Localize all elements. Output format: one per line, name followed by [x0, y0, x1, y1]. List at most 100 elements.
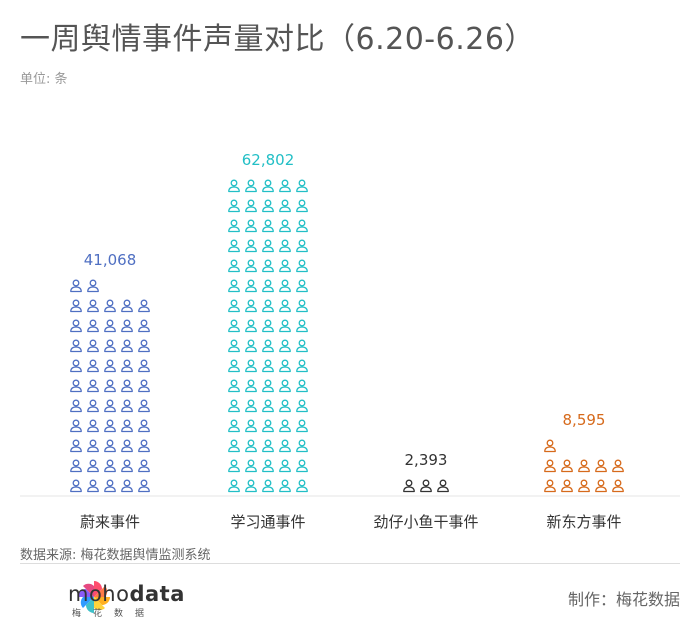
person-icon — [262, 319, 274, 333]
person-icon — [87, 339, 99, 353]
unit-label: 单位: 条 — [20, 72, 68, 87]
footer-divider — [20, 563, 680, 564]
data-source: 数据来源: 梅花数据舆情监测系统 — [20, 548, 211, 563]
person-icon — [228, 299, 240, 313]
person-icon — [138, 319, 150, 333]
person-icon — [279, 239, 291, 253]
person-icon — [612, 459, 624, 473]
value-label-2: 62,802 — [242, 151, 295, 169]
bar-2 — [228, 179, 308, 493]
person-icon — [70, 339, 82, 353]
person-icon — [228, 179, 240, 193]
person-icon — [262, 419, 274, 433]
person-icon — [296, 399, 308, 413]
person-icon — [70, 359, 82, 373]
person-icon — [296, 319, 308, 333]
person-icon — [279, 479, 291, 493]
person-icon — [279, 359, 291, 373]
person-icon — [279, 299, 291, 313]
person-icon — [228, 379, 240, 393]
person-icon — [70, 319, 82, 333]
person-icon — [87, 459, 99, 473]
pictogram-chart: 41,068 蔚来事件 62,802 学习通事件 2,393 劲仔小鱼干事件 8,595 新东… — [20, 151, 680, 531]
person-icon — [279, 439, 291, 453]
person-icon — [420, 479, 432, 493]
person-icon — [70, 459, 82, 473]
person-icon — [262, 339, 274, 353]
category-label-4: 新东方事件 — [546, 513, 621, 531]
person-icon — [279, 339, 291, 353]
person-icon — [87, 299, 99, 313]
person-icon — [296, 279, 308, 293]
person-icon — [228, 479, 240, 493]
person-icon — [70, 379, 82, 393]
person-icon — [561, 459, 573, 473]
person-icon — [296, 199, 308, 213]
bar-4 — [544, 439, 624, 493]
person-icon — [544, 459, 556, 473]
person-icon — [228, 319, 240, 333]
person-icon — [87, 439, 99, 453]
person-icon — [245, 439, 257, 453]
person-icon — [561, 479, 573, 493]
person-icon — [138, 459, 150, 473]
person-icon — [121, 399, 133, 413]
person-icon — [245, 459, 257, 473]
person-icon — [279, 259, 291, 273]
person-icon — [121, 459, 133, 473]
person-icon — [87, 399, 99, 413]
person-icon — [245, 399, 257, 413]
person-icon — [245, 279, 257, 293]
person-icon — [544, 439, 556, 453]
person-icon — [296, 359, 308, 373]
person-icon — [138, 479, 150, 493]
value-label-1: 41,068 — [84, 251, 137, 269]
person-icon — [70, 279, 82, 293]
chart-title: 一周舆情事件声量对比（6.20-6.26） — [20, 22, 535, 57]
person-icon — [595, 479, 607, 493]
value-label-4: 8,595 — [563, 411, 606, 429]
value-label-3: 2,393 — [405, 451, 448, 469]
person-icon — [104, 299, 116, 313]
person-icon — [279, 379, 291, 393]
person-icon — [245, 379, 257, 393]
maker-credit: 制作：梅花数据 — [567, 590, 680, 609]
person-icon — [262, 279, 274, 293]
brand-name-bold: data — [129, 582, 185, 606]
person-icon — [245, 259, 257, 273]
person-icon — [87, 359, 99, 373]
person-icon — [228, 239, 240, 253]
person-icon — [121, 299, 133, 313]
person-icon — [262, 199, 274, 213]
person-icon — [245, 179, 257, 193]
person-icon — [104, 439, 116, 453]
person-icon — [296, 339, 308, 353]
person-icon — [87, 379, 99, 393]
person-icon — [262, 239, 274, 253]
person-icon — [279, 199, 291, 213]
person-icon — [121, 439, 133, 453]
person-icon — [245, 319, 257, 333]
person-icon — [228, 339, 240, 353]
person-icon — [70, 299, 82, 313]
person-icon — [262, 459, 274, 473]
person-icon — [245, 359, 257, 373]
person-icon — [104, 339, 116, 353]
person-icon — [70, 439, 82, 453]
person-icon — [245, 479, 257, 493]
person-icon — [87, 319, 99, 333]
person-icon — [228, 219, 240, 233]
person-icon — [296, 379, 308, 393]
person-icon — [104, 359, 116, 373]
person-icon — [296, 219, 308, 233]
person-icon — [262, 399, 274, 413]
person-icon — [437, 479, 449, 493]
person-icon — [245, 199, 257, 213]
person-icon — [262, 219, 274, 233]
person-icon — [138, 439, 150, 453]
brand-name: mohodata — [68, 582, 185, 606]
person-icon — [138, 359, 150, 373]
person-icon — [279, 279, 291, 293]
person-icon — [279, 399, 291, 413]
person-icon — [228, 439, 240, 453]
